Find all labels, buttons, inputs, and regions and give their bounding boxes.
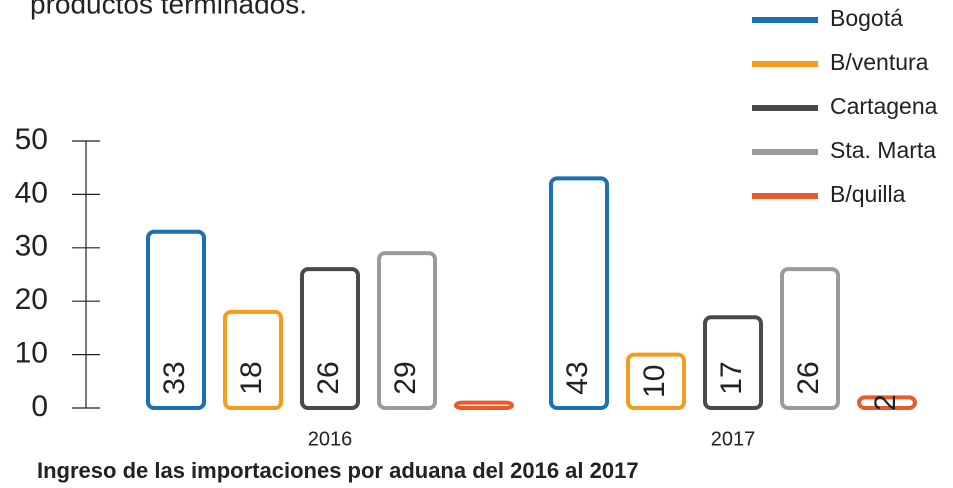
bar (377, 251, 437, 410)
bar (626, 352, 686, 411)
bar (703, 315, 763, 410)
legend-label: Bogotá (830, 5, 903, 31)
bar (549, 176, 609, 410)
x-tick-label: 2016 (308, 428, 353, 450)
y-tick-label: 40 (15, 176, 48, 209)
legend-label: Cartagena (830, 93, 938, 119)
legend-label: Sta. Marta (830, 137, 936, 163)
value-label: 26 (312, 361, 345, 394)
bar (300, 267, 360, 410)
value-label: 26 (792, 361, 825, 394)
bar (146, 229, 206, 410)
y-tick-label: 10 (15, 337, 48, 370)
value-label: 10 (638, 365, 671, 398)
y-tick-label: 20 (15, 283, 48, 316)
value-label: 18 (235, 361, 268, 394)
value-label: 33 (158, 361, 191, 394)
subtitle: productos terminados. (30, 0, 307, 19)
bar (857, 395, 917, 411)
x-tick-label: 2017 (711, 428, 756, 450)
y-tick-label: 30 (15, 230, 48, 263)
bar (454, 400, 514, 411)
y-tick-label: 0 (31, 390, 48, 423)
legend-label: B/quilla (830, 181, 906, 207)
value-label: 17 (715, 361, 748, 394)
y-tick-label: 50 (15, 123, 48, 156)
legend-label: B/ventura (830, 49, 929, 75)
value-label: 2 (869, 394, 902, 411)
bar (223, 309, 283, 411)
chart-title: Ingreso de las importaciones por aduana … (37, 458, 639, 483)
value-label: 43 (561, 361, 594, 394)
bar (780, 267, 840, 410)
value-label: 29 (389, 361, 422, 394)
